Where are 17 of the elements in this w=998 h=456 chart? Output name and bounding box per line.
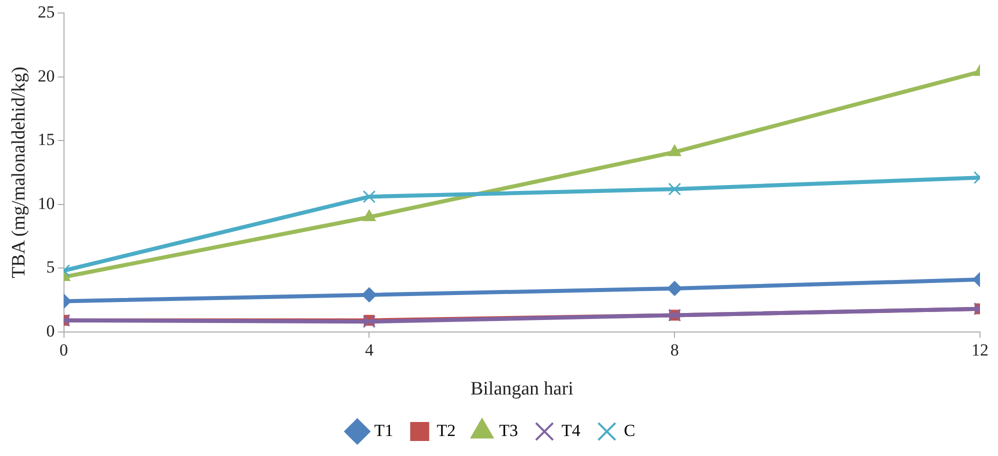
x-axis-title: Bilangan hari [470,378,574,400]
y-tick-label: 0 [46,321,55,340]
x-tick-label: 4 [364,340,374,360]
x-tick-label: 12 [972,340,988,360]
legend-label: T2 [436,420,456,440]
x-tick-label: 0 [60,340,68,360]
legend-label: T3 [499,420,518,440]
legend-label: T4 [561,420,581,440]
y-tick-label: 10 [38,194,55,213]
y-tick-label: 15 [38,130,55,150]
y-tick-label: 5 [46,258,55,277]
y-tick-label: 20 [38,66,55,86]
y-tick-label: 25 [38,2,55,22]
x-tick-label: 8 [670,340,679,360]
legend-label: T1 [374,420,394,440]
legend-label: C [624,420,636,440]
y-axis-title: TBA (mg/malonaldehid/kg) [8,66,30,278]
